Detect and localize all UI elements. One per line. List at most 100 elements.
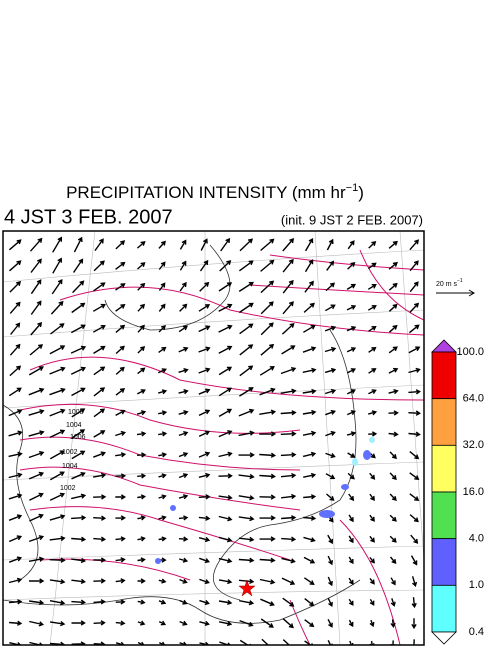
wind-arrow xyxy=(281,322,295,335)
colorbar-label: 1.0 xyxy=(469,579,484,591)
wind-arrow xyxy=(218,345,233,354)
wind-arrow xyxy=(70,366,87,375)
wind-arrow xyxy=(239,619,254,627)
site-marker xyxy=(238,579,256,597)
wind-arrow xyxy=(71,450,86,460)
wind-arrow xyxy=(136,389,146,395)
wind-arrow xyxy=(178,515,189,521)
wind-arrow xyxy=(282,237,295,252)
wind-arrow xyxy=(49,514,66,521)
wind-arrow xyxy=(304,619,315,628)
wind-arrow xyxy=(71,578,86,585)
wind-arrow xyxy=(348,619,354,628)
wind-arrow xyxy=(409,493,420,502)
wind-arrow xyxy=(408,367,421,374)
wind-arrow xyxy=(259,494,276,500)
wind-arrow xyxy=(260,322,274,336)
wind-arrow xyxy=(29,492,44,501)
wind-arrow xyxy=(326,493,335,501)
wind-arrow xyxy=(8,577,23,584)
wind-arrow xyxy=(199,620,210,626)
isobars xyxy=(19,249,424,645)
contour-label: 1002 xyxy=(62,449,78,456)
wind-arrow xyxy=(218,430,233,438)
wind-arrow xyxy=(218,282,233,292)
wind-arrow xyxy=(303,325,316,333)
wind-arrow xyxy=(137,620,146,626)
wind-arrow xyxy=(260,238,275,252)
contour-label: 1004 xyxy=(66,422,82,429)
wind-arrow xyxy=(369,598,375,606)
wind-arrow xyxy=(259,366,275,376)
wind-arrow xyxy=(52,257,62,274)
wind-arrow xyxy=(199,599,210,606)
wind-arrow xyxy=(137,324,145,333)
wind-arrow xyxy=(368,431,378,437)
wind-arrow xyxy=(158,282,166,291)
wind-arrow xyxy=(348,577,354,586)
wind-arrow xyxy=(282,258,294,273)
wind-arrow xyxy=(304,237,314,252)
wind-arrow xyxy=(93,620,106,626)
wind-arrow xyxy=(137,515,146,521)
wind-arrow xyxy=(368,410,378,416)
wind-arrow xyxy=(178,473,189,479)
wind-arrow xyxy=(178,452,189,458)
wind-arrow xyxy=(115,261,126,270)
wind-arrow xyxy=(260,301,274,315)
wind-arrow xyxy=(325,409,336,416)
wind-arrow xyxy=(178,536,189,542)
wind-arrow xyxy=(49,535,66,542)
wind-arrow xyxy=(137,367,146,375)
wind-arrow xyxy=(28,409,45,416)
wind-arrow xyxy=(8,451,23,458)
wind-arrow xyxy=(280,431,297,437)
wind-arrow xyxy=(8,239,22,251)
wind-arrow xyxy=(158,431,168,437)
wind-arrow xyxy=(179,578,188,584)
wind-arrow xyxy=(303,494,317,500)
wind-arrow xyxy=(199,259,209,272)
wind-arrow xyxy=(71,472,86,480)
wind-arrow xyxy=(29,578,45,584)
wind-arrow xyxy=(280,472,297,479)
wind-arrow xyxy=(93,536,107,542)
wind-arrow xyxy=(52,236,62,253)
wind-arrow xyxy=(409,451,420,460)
wind-arrow xyxy=(115,515,126,521)
wind-arrow xyxy=(115,430,126,437)
wind-arrow xyxy=(158,303,166,312)
wind-arrow xyxy=(368,389,377,395)
wind-arrow xyxy=(29,513,44,522)
wind-arrow xyxy=(259,578,276,585)
wind-arrow xyxy=(409,514,419,523)
wind-arrow xyxy=(9,301,21,314)
wind-arrow xyxy=(71,302,86,314)
wind-arrow xyxy=(388,261,398,270)
wind-arrow xyxy=(239,365,254,377)
wind-arrow xyxy=(389,472,397,481)
wind-arrow xyxy=(8,493,23,500)
wind-arrow xyxy=(326,260,335,271)
wind-arrow xyxy=(389,556,397,565)
colorbar-bin xyxy=(431,351,457,400)
wind-arrow xyxy=(158,346,167,353)
wind-arrow xyxy=(198,304,211,312)
wind-arrow xyxy=(388,346,398,354)
wind-arrow xyxy=(327,639,333,645)
wind-arrow xyxy=(346,326,357,332)
wind-arrow xyxy=(9,260,22,272)
wind-arrow xyxy=(218,387,232,397)
wind-arrow xyxy=(115,620,126,626)
wind-arrow xyxy=(198,515,211,521)
wind-arrow xyxy=(367,262,377,270)
wind-arrow xyxy=(219,641,231,645)
wind-arrow xyxy=(198,430,211,438)
wind-arrow xyxy=(115,303,126,312)
wind-arrow xyxy=(410,534,419,544)
wind-arrow xyxy=(218,620,233,627)
wind-arrow xyxy=(136,410,147,416)
wind-arrow xyxy=(347,452,356,458)
wind-arrow xyxy=(239,323,254,335)
